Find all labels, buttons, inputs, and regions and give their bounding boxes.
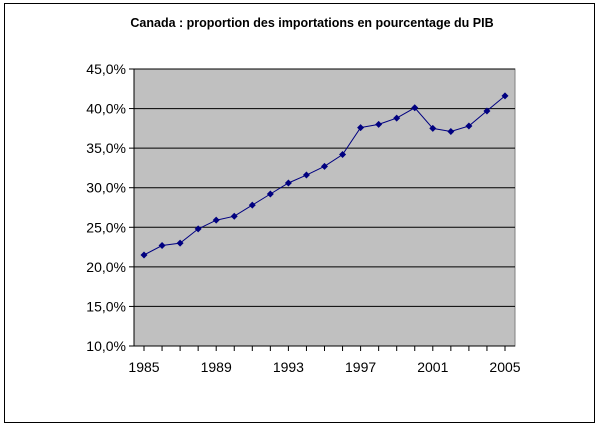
data-point-marker <box>321 162 328 170</box>
data-point-marker <box>176 239 184 247</box>
data-point-marker <box>447 128 455 136</box>
data-point-marker <box>483 107 491 115</box>
y-tick-label: 35,0% <box>86 140 126 156</box>
data-point-marker <box>429 124 437 132</box>
data-point-marker <box>339 150 347 158</box>
y-tick-label: 40,0% <box>86 101 126 117</box>
data-point-marker <box>465 122 473 130</box>
data-point-marker <box>284 179 292 187</box>
data-point-marker <box>375 120 383 128</box>
y-tick-label: 25,0% <box>86 219 126 235</box>
y-tick-label: 10,0% <box>86 338 126 354</box>
y-tick-label: 20,0% <box>86 259 126 275</box>
data-point-marker <box>393 114 401 122</box>
x-tick-label: 1985 <box>128 359 159 375</box>
x-tick-label: 1989 <box>201 359 232 375</box>
data-point-marker <box>212 216 220 224</box>
data-point-marker <box>357 124 365 132</box>
data-point-marker <box>158 241 166 249</box>
x-tick-label: 2001 <box>417 359 448 375</box>
x-tick-label: 1997 <box>345 359 376 375</box>
y-tick-label: 45,0% <box>86 61 126 77</box>
data-point-marker <box>411 104 419 112</box>
data-point-marker <box>194 225 202 233</box>
data-point-marker <box>266 190 274 198</box>
x-axis: 1985 1989 1993 1997 2001 2005 <box>128 345 521 375</box>
data-point-marker <box>248 201 256 209</box>
plot-area <box>133 68 516 347</box>
data-point-marker <box>501 92 509 100</box>
chart-title: Canada : proportion des importations en … <box>130 16 493 30</box>
y-axis: 10,0% 15,0% 20,0% 25,0% 30,0% 35,0% 40,0% 45,0% <box>86 61 135 354</box>
data-point-marker <box>230 212 238 220</box>
data-point-marker <box>140 251 148 259</box>
x-tick-label: 2005 <box>489 359 520 375</box>
data-point-marker <box>302 171 310 179</box>
grid-lines <box>134 68 515 307</box>
series-group <box>140 92 509 259</box>
y-tick-label: 15,0% <box>86 298 126 314</box>
x-tick-label: 1993 <box>273 359 304 375</box>
y-tick-label: 30,0% <box>86 180 126 196</box>
